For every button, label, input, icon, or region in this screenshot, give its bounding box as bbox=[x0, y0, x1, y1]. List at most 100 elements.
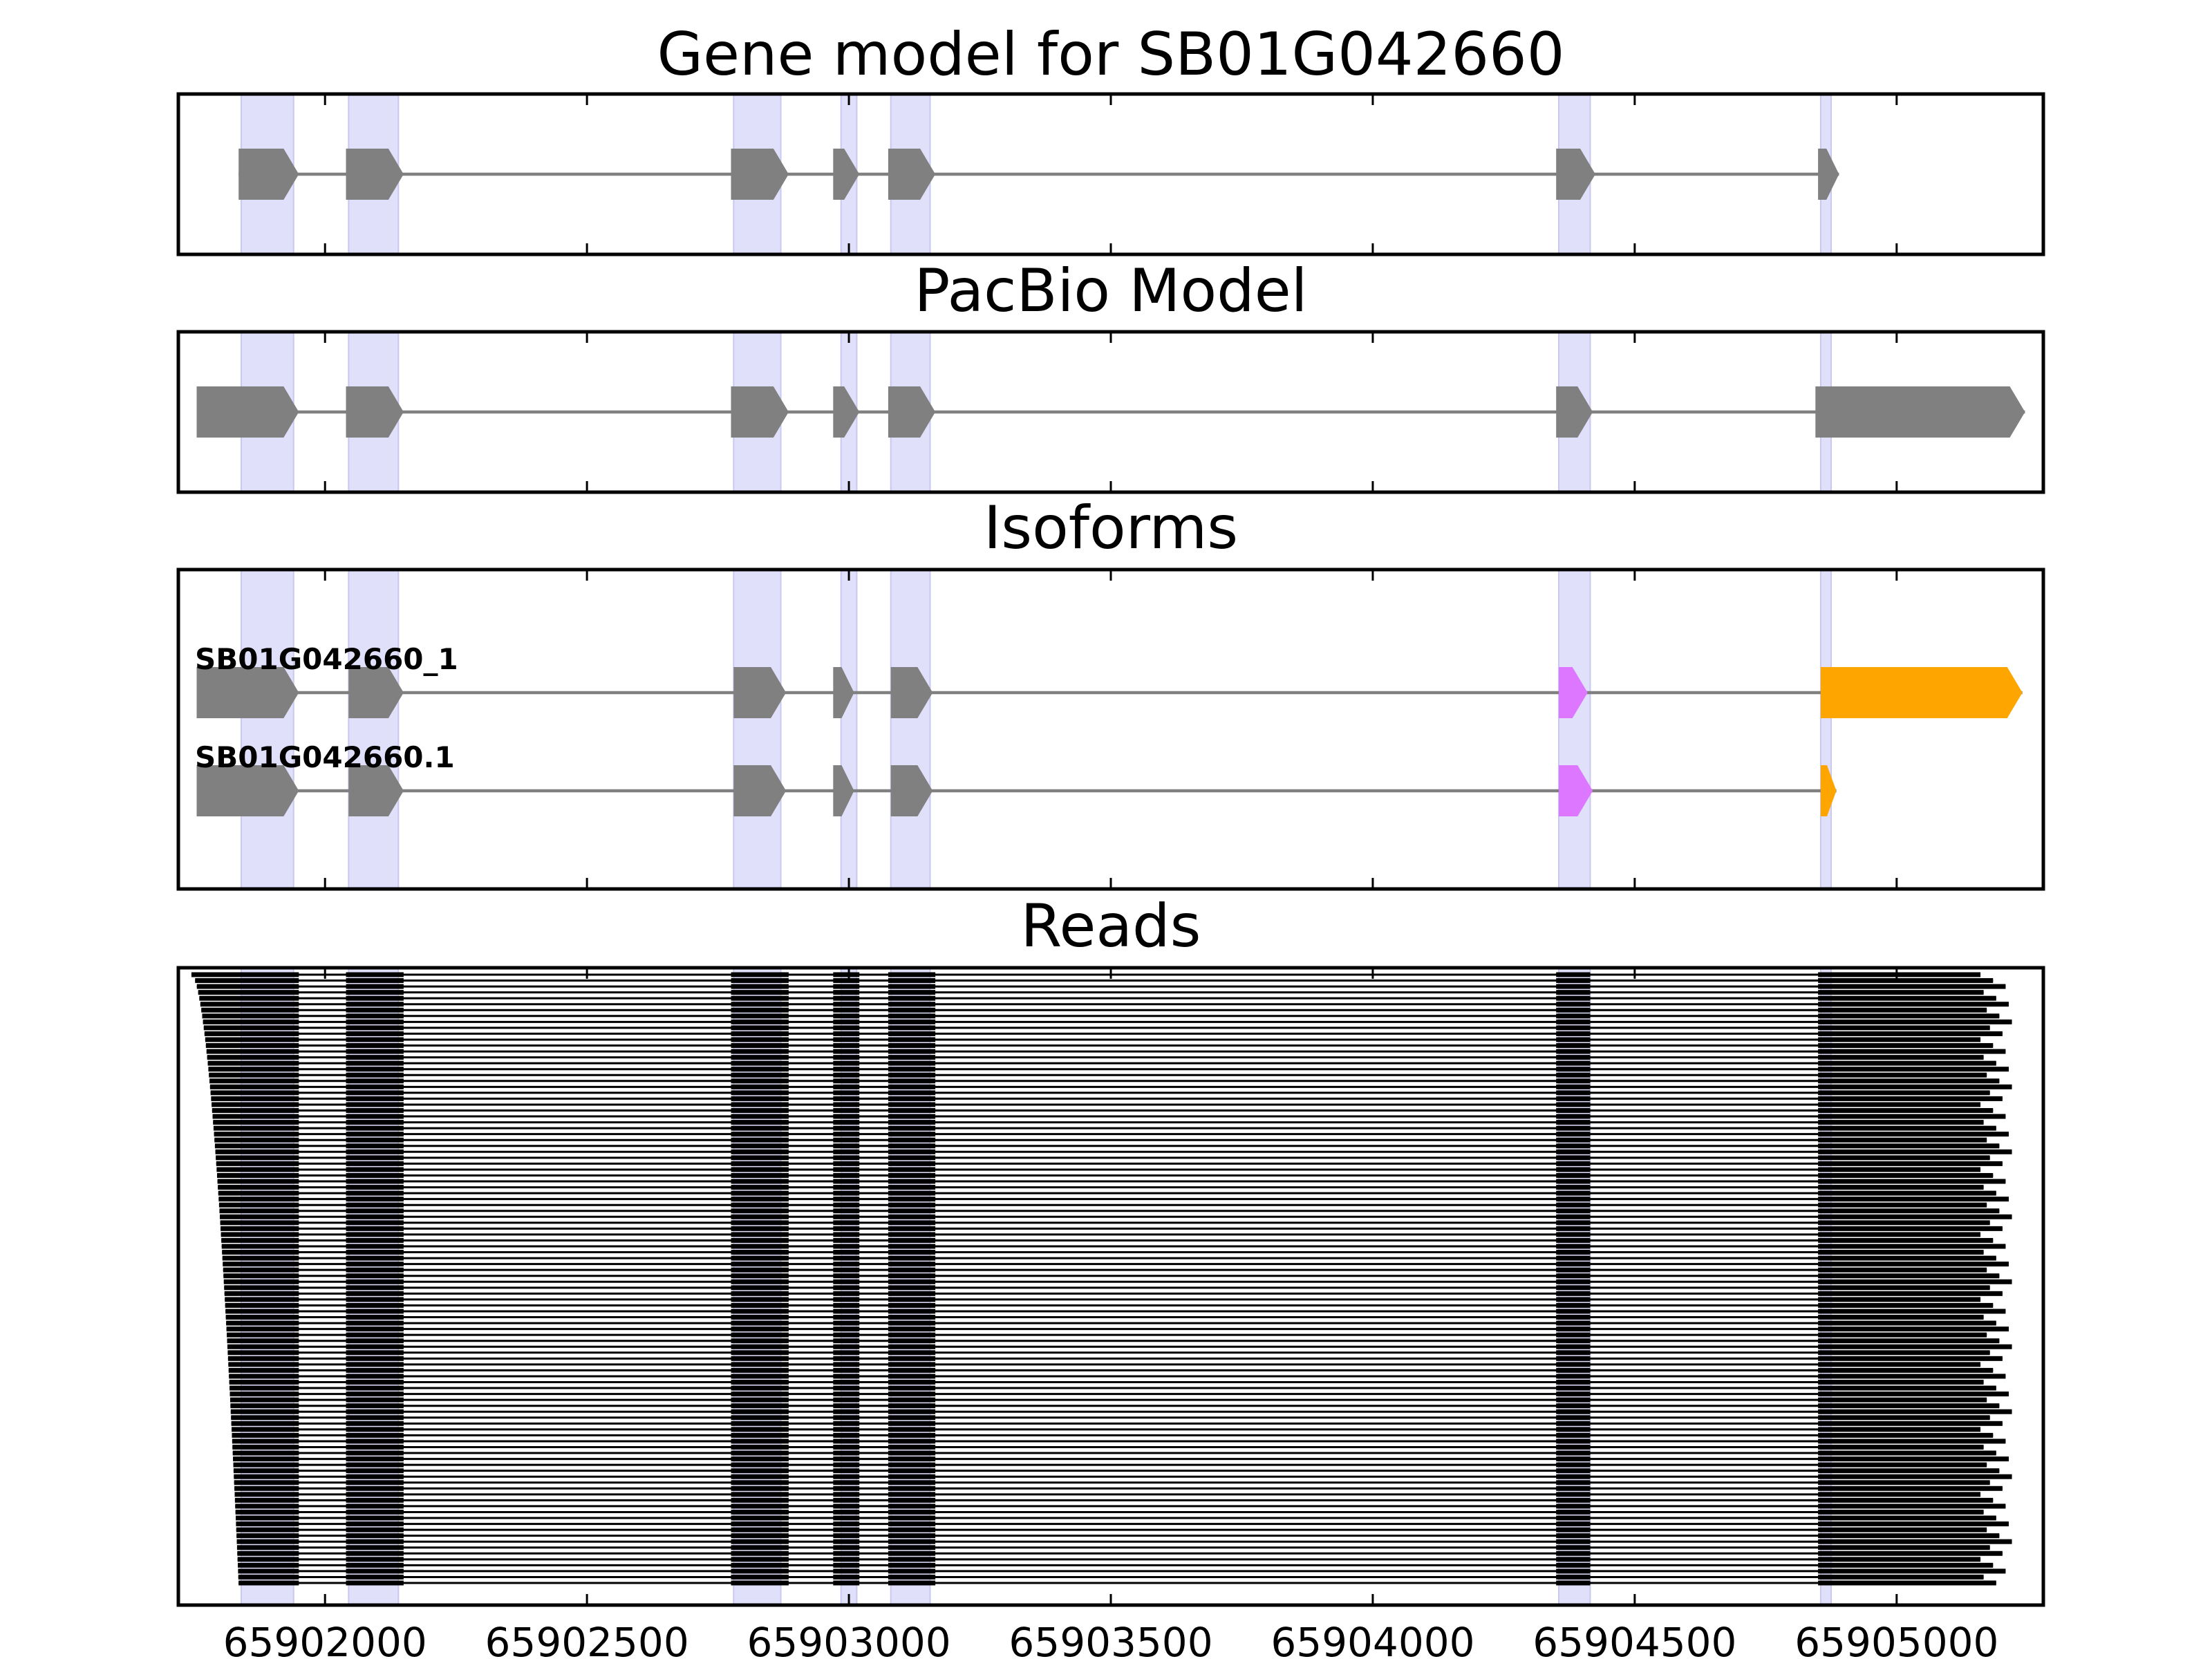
read-exon bbox=[731, 1237, 789, 1243]
read-exon bbox=[731, 1474, 789, 1479]
read-exon bbox=[731, 1208, 789, 1214]
exon-block bbox=[196, 765, 299, 816]
read-exon bbox=[888, 1031, 936, 1036]
read-row bbox=[207, 1055, 1984, 1060]
read-exon bbox=[731, 1149, 789, 1154]
read-exon bbox=[346, 1232, 404, 1237]
read-row bbox=[205, 1043, 1994, 1049]
read-exon bbox=[346, 990, 404, 995]
read-exon bbox=[833, 1143, 860, 1149]
read-exon bbox=[833, 1007, 860, 1013]
read-exon bbox=[833, 1474, 860, 1479]
read-exon bbox=[1556, 1297, 1591, 1302]
read-exon bbox=[1556, 1509, 1591, 1515]
read-exon bbox=[212, 1108, 299, 1114]
read-exon bbox=[1818, 1043, 1994, 1049]
read-exon bbox=[1818, 1132, 2009, 1137]
x-tick-label: 65904000 bbox=[1271, 1619, 1474, 1659]
read-exon bbox=[346, 1137, 404, 1143]
read-exon bbox=[346, 1380, 404, 1385]
read-exon bbox=[1556, 1356, 1591, 1361]
read-exon bbox=[731, 1438, 789, 1444]
read-exon bbox=[1556, 995, 1591, 1001]
read-exon bbox=[888, 1539, 936, 1544]
read-exon bbox=[346, 1155, 404, 1161]
read-exon bbox=[1556, 1155, 1591, 1161]
read-exon bbox=[1818, 1179, 2006, 1184]
read-exon bbox=[346, 1580, 404, 1586]
read-exon bbox=[346, 1143, 404, 1149]
read-exon bbox=[731, 1232, 789, 1237]
read-exon bbox=[731, 1102, 789, 1107]
read-exon bbox=[833, 1067, 860, 1072]
read-exon bbox=[833, 1237, 860, 1243]
read-exon bbox=[1818, 1362, 1981, 1367]
read-exon bbox=[209, 1078, 299, 1084]
read-exon bbox=[1818, 1485, 2003, 1491]
read-exon bbox=[1818, 1562, 1994, 1568]
read-exon bbox=[1556, 1090, 1591, 1096]
read-exon bbox=[833, 1309, 860, 1314]
read-exon bbox=[1556, 1096, 1591, 1101]
read-exon bbox=[1556, 1456, 1591, 1462]
read-exon bbox=[216, 1155, 299, 1161]
exon-block bbox=[348, 667, 404, 718]
read-exon bbox=[1818, 1149, 2012, 1154]
read-exon bbox=[731, 1185, 789, 1190]
read-exon bbox=[833, 1273, 860, 1279]
read-exon bbox=[1818, 1474, 2012, 1479]
read-row bbox=[227, 1350, 1990, 1356]
read-row bbox=[205, 1037, 1981, 1042]
read-exon bbox=[1556, 1533, 1591, 1539]
read-exon bbox=[214, 1143, 299, 1149]
exon-block bbox=[1556, 149, 1595, 200]
panel-frame bbox=[176, 568, 2045, 891]
read-exon bbox=[1556, 1137, 1591, 1143]
read-exon bbox=[1818, 1432, 1994, 1438]
read-exon bbox=[888, 1350, 936, 1356]
read-exon bbox=[731, 1332, 789, 1338]
read-exon bbox=[1818, 1385, 1996, 1391]
read-exon bbox=[888, 1362, 936, 1367]
exon-highlight-band bbox=[890, 570, 931, 889]
read-exon bbox=[888, 1002, 936, 1007]
panel-pacbio-model bbox=[176, 330, 2045, 494]
read-exon bbox=[346, 1185, 404, 1190]
read-exon bbox=[1556, 1302, 1591, 1308]
read-exon bbox=[888, 1450, 936, 1456]
read-exon bbox=[1818, 1102, 1981, 1107]
read-row bbox=[227, 1356, 2003, 1361]
read-row bbox=[221, 1237, 1994, 1243]
read-exon bbox=[1818, 1002, 2009, 1007]
read-row bbox=[234, 1485, 2003, 1491]
read-exon bbox=[1556, 1380, 1591, 1385]
read-row bbox=[221, 1226, 2003, 1231]
read-exon bbox=[888, 1356, 936, 1361]
read-exon bbox=[1818, 1049, 2006, 1054]
read-exon bbox=[731, 1262, 789, 1267]
read-exon bbox=[200, 1002, 299, 1007]
read-exon bbox=[196, 984, 299, 989]
exon-block bbox=[888, 386, 936, 438]
read-exon bbox=[1818, 1557, 1981, 1562]
read-row bbox=[238, 1568, 2006, 1574]
read-exon bbox=[731, 1143, 789, 1149]
read-exon bbox=[1556, 1078, 1591, 1084]
read-row bbox=[206, 1049, 2006, 1054]
exon-block bbox=[196, 667, 299, 718]
read-exon bbox=[731, 1049, 789, 1054]
read-exon bbox=[1556, 1167, 1591, 1172]
read-exon bbox=[731, 995, 789, 1001]
read-exon bbox=[1556, 1485, 1591, 1491]
read-exon bbox=[1818, 1356, 2003, 1361]
read-exon bbox=[833, 1060, 860, 1066]
read-exon bbox=[888, 1226, 936, 1231]
read-exon bbox=[833, 1403, 860, 1409]
read-exon bbox=[833, 1137, 860, 1143]
read-exon bbox=[346, 1350, 404, 1356]
read-exon bbox=[833, 1338, 860, 1344]
read-row bbox=[229, 1385, 1996, 1391]
read-exon bbox=[1556, 1102, 1591, 1107]
read-exon bbox=[888, 972, 936, 977]
read-exon bbox=[346, 1161, 404, 1166]
